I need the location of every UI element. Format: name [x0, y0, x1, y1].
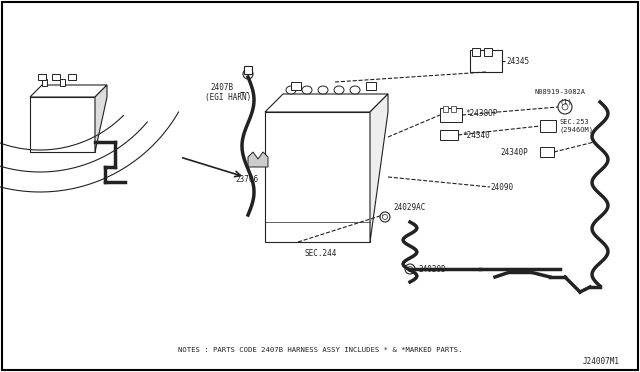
Text: *24340: *24340: [462, 131, 490, 140]
Bar: [540, 147, 554, 157]
Circle shape: [562, 104, 568, 110]
Bar: [265, 112, 370, 242]
Bar: [472, 48, 480, 56]
Ellipse shape: [286, 86, 296, 94]
Text: 2407B: 2407B: [210, 83, 233, 92]
Bar: [440, 130, 458, 140]
Polygon shape: [30, 85, 107, 97]
Circle shape: [383, 215, 387, 219]
Text: SEC.253: SEC.253: [560, 119, 589, 125]
Polygon shape: [370, 94, 388, 242]
Text: N08919-3082A: N08919-3082A: [535, 89, 586, 95]
Text: *2438OP: *2438OP: [465, 109, 497, 118]
Bar: [291, 82, 301, 90]
Polygon shape: [248, 152, 268, 167]
Bar: [366, 82, 376, 90]
Circle shape: [380, 212, 390, 222]
Text: 24029AC: 24029AC: [393, 202, 426, 212]
Circle shape: [243, 69, 253, 79]
Bar: [470, 50, 502, 72]
Bar: [244, 66, 252, 74]
Text: 24345: 24345: [506, 57, 529, 65]
Text: (1): (1): [560, 99, 573, 105]
Circle shape: [558, 100, 572, 114]
Bar: [440, 108, 462, 122]
Bar: [42, 79, 47, 86]
Text: (EGI HARN): (EGI HARN): [205, 93, 252, 102]
Text: 24029D: 24029D: [418, 264, 445, 273]
Ellipse shape: [318, 86, 328, 94]
Text: (2946OM): (2946OM): [560, 127, 594, 133]
Text: 24340P: 24340P: [500, 148, 528, 157]
Text: NOTES : PARTS CODE 2407B HARNESS ASSY INCLUDES * & *MARKED PARTS.: NOTES : PARTS CODE 2407B HARNESS ASSY IN…: [178, 347, 462, 353]
Bar: [68, 74, 76, 80]
Text: SEC.244: SEC.244: [305, 250, 337, 259]
Polygon shape: [265, 94, 388, 112]
Bar: [484, 48, 492, 56]
Ellipse shape: [302, 86, 312, 94]
Text: 23706: 23706: [235, 174, 258, 183]
Bar: [540, 120, 556, 132]
Ellipse shape: [350, 86, 360, 94]
Bar: [30, 97, 95, 152]
Text: J24007M1: J24007M1: [583, 357, 620, 366]
Bar: [52, 74, 60, 80]
Circle shape: [405, 264, 415, 274]
Bar: [38, 74, 46, 80]
Bar: [451, 106, 456, 112]
Bar: [443, 106, 448, 112]
Bar: [60, 79, 65, 86]
Polygon shape: [95, 85, 107, 152]
Text: 24090: 24090: [490, 183, 513, 192]
Ellipse shape: [334, 86, 344, 94]
Circle shape: [408, 266, 413, 272]
